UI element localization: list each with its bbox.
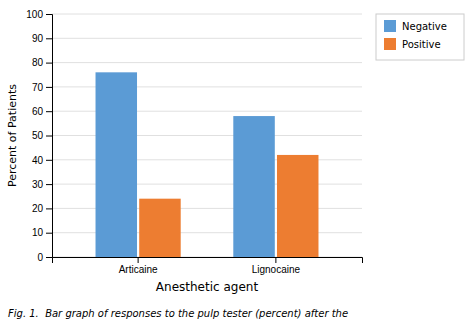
plot: 0 10 20 30 40 50 60 70 80 90 100 Articaine Lignocain…: [6, 9, 363, 294]
tick-mark: [275, 257, 276, 263]
y-axis: 0 10 20 30 40 50 60 70 80 90 100: [26, 9, 52, 263]
axis-line: [46, 15, 53, 258]
legend-swatch: [384, 38, 396, 50]
grid-line: [52, 62, 362, 63]
tick-mark: [46, 63, 52, 64]
tick: 0: [37, 252, 52, 263]
tick-label: 50: [32, 130, 44, 141]
tick-label: 90: [32, 33, 44, 44]
tick-mark: [46, 184, 52, 185]
tick: 50: [32, 130, 52, 141]
axis-line: [53, 258, 363, 264]
tick-label: 20: [32, 203, 44, 214]
series: [96, 72, 275, 257]
tick: Articaine: [119, 257, 158, 275]
legend-swatch: [384, 20, 396, 32]
tick: 100: [26, 9, 52, 20]
tick: 60: [32, 106, 52, 117]
legend-item: Negative: [384, 20, 447, 32]
legend: Negative Positive: [376, 14, 464, 60]
tick-label: 60: [32, 106, 44, 117]
tick-mark: [46, 38, 52, 39]
tick-mark: [46, 208, 52, 209]
tick-label: Lignocaine: [252, 264, 301, 275]
y-axis-title: Percent of Patients: [6, 84, 19, 187]
grid-line: [52, 38, 362, 39]
tick: 90: [32, 33, 52, 44]
legend-item: Positive: [384, 38, 441, 50]
tick: 40: [32, 155, 52, 166]
tick-label: 10: [32, 227, 44, 238]
grid-line: [52, 14, 362, 15]
x-axis: Articaine Lignocaine: [53, 257, 363, 275]
legend-label: Positive: [402, 39, 441, 50]
tick: 70: [32, 82, 52, 93]
tick-label: Articaine: [119, 264, 158, 275]
tick-mark: [46, 160, 52, 161]
tick-mark: [46, 233, 52, 234]
tick: 20: [32, 203, 52, 214]
tick-mark: [46, 136, 52, 137]
tick-mark: [138, 257, 139, 263]
legend-label: Negative: [402, 21, 447, 32]
tick-label: 70: [32, 82, 44, 93]
tick-label: 40: [32, 155, 44, 166]
tick-label: 30: [32, 179, 44, 190]
tick-label: 80: [32, 57, 44, 68]
tick-mark: [46, 111, 52, 112]
tick: 10: [32, 227, 52, 238]
bar: [233, 116, 275, 257]
tick-mark: [46, 87, 52, 88]
tick-mark: [46, 14, 52, 15]
x-axis-title: Anesthetic agent: [156, 280, 259, 294]
tick: 80: [32, 57, 52, 68]
tick-label: 0: [37, 252, 43, 263]
chart: 0 10 20 30 40 50 60 70 80 90 100 Articaine Lignocain…: [0, 0, 474, 325]
grid: [52, 14, 362, 257]
tick: 30: [32, 179, 52, 190]
bar: [96, 72, 138, 257]
bar: [139, 199, 181, 257]
tick-label: 100: [26, 9, 43, 20]
bars: [96, 72, 319, 257]
series: [139, 155, 318, 257]
tick: Lignocaine: [252, 257, 301, 275]
bar: [277, 155, 319, 257]
caption: Fig. 1. Bar graph of responses to the pu…: [8, 308, 348, 319]
legend-frame: [376, 14, 464, 60]
tick-mark: [46, 257, 52, 258]
